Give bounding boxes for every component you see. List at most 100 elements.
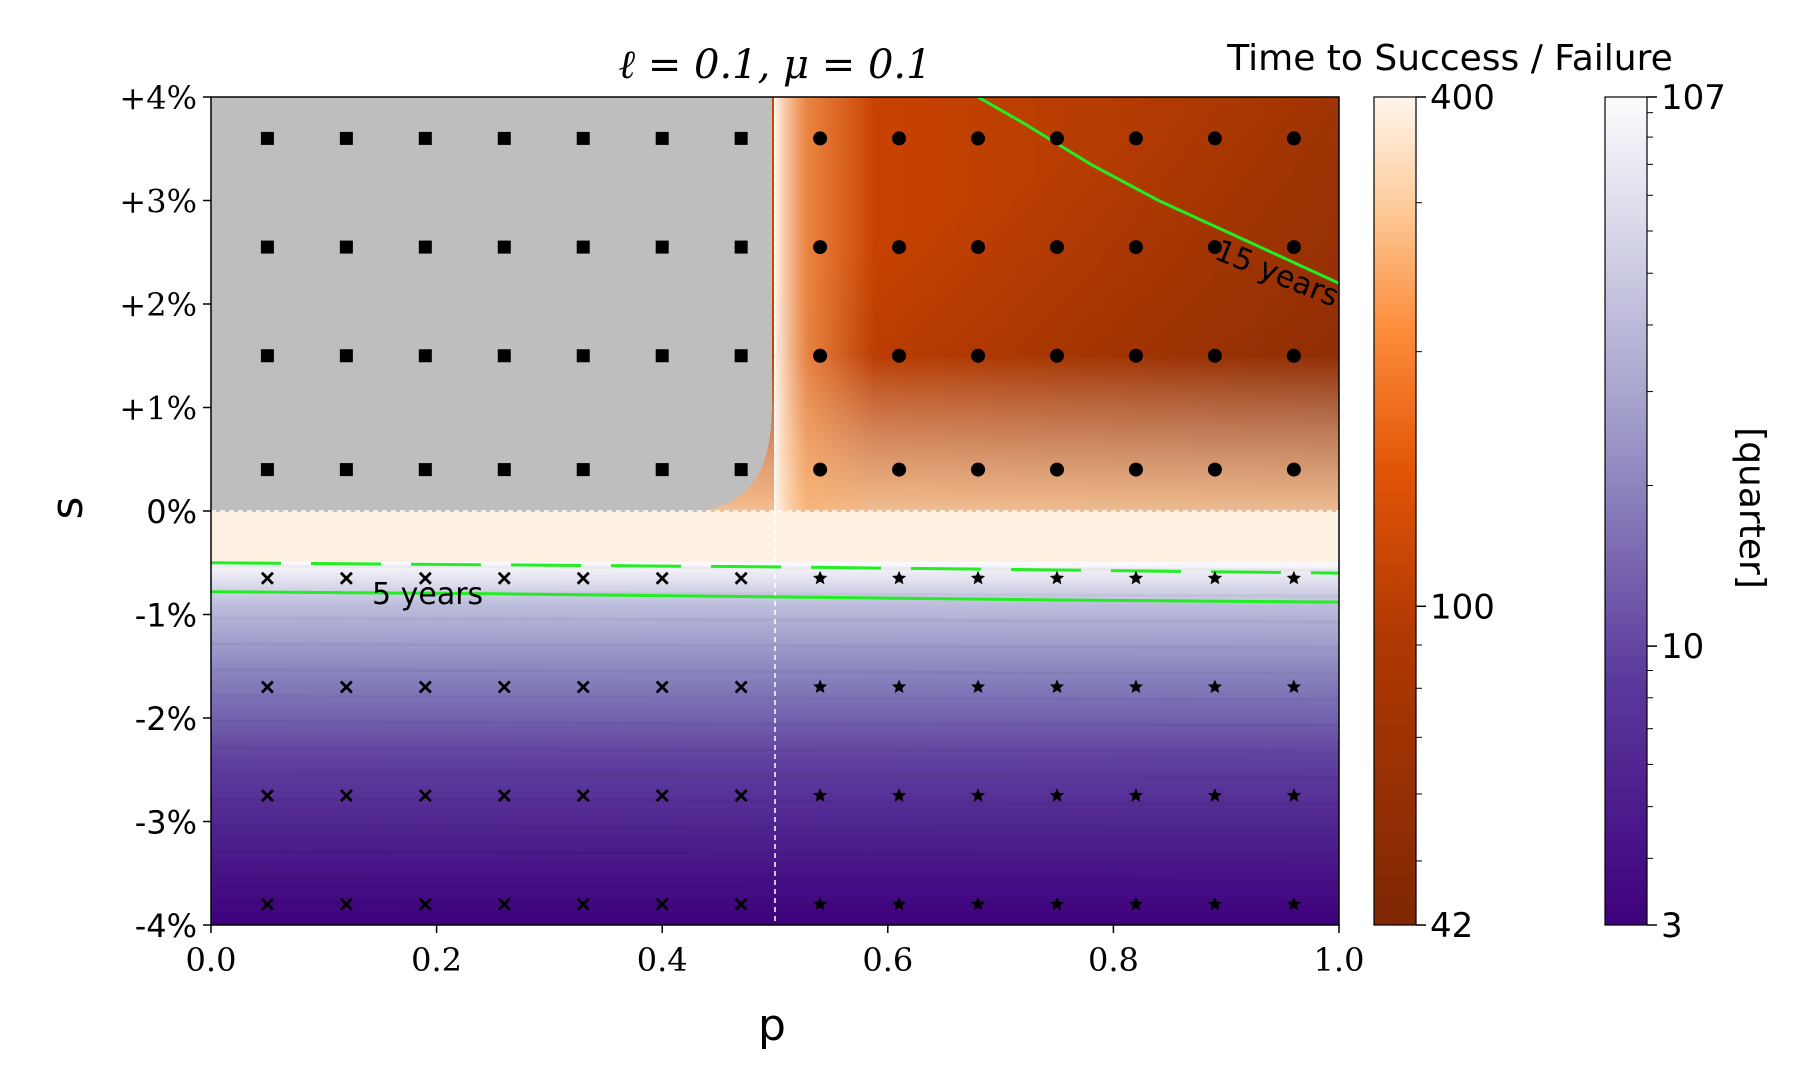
marker-star (1286, 570, 1302, 585)
contour-line-0 (977, 97, 1339, 285)
marker-star (970, 570, 986, 585)
marker-x (734, 680, 748, 694)
marker-square (339, 131, 353, 145)
y-axis-ticks: +4% +3% +2% +1% 0% -1% -2% -3% -4% (119, 79, 211, 945)
marker-star (1286, 896, 1302, 911)
y-tick-label: +1% (119, 390, 197, 428)
y-tick-label: +3% (119, 183, 197, 221)
marker-x (339, 571, 353, 585)
marker-circle (892, 348, 907, 363)
marker-star (891, 788, 907, 802)
colorbar-tick-label: 100 (1430, 587, 1495, 627)
marker-square (339, 463, 353, 477)
colorbar-orange-ticks: 400 100 42 (1416, 78, 1495, 946)
marker-circle (813, 348, 828, 363)
marker-x (576, 571, 590, 585)
colorbar-purple: 107 10 3 [quarter] (1604, 78, 1772, 946)
marker-circle (813, 240, 828, 255)
marker-x (339, 897, 353, 911)
marker-square (418, 463, 432, 477)
colorbar-tick-label: 10 (1661, 627, 1704, 667)
marker-circle (971, 240, 986, 255)
x-axis-ticks: 0.0 0.2 0.4 0.6 0.8 1.0 (186, 925, 1364, 979)
colorbar-orange-title: Time to Success / Failure (1226, 38, 1673, 79)
y-tick-label: -4% (135, 907, 197, 945)
colorbar-orange-gradient (1373, 96, 1417, 926)
colorbar-tick-label: 400 (1430, 78, 1495, 118)
chart-title: ℓ = 0.1, μ = 0.1 (618, 42, 931, 88)
marker-star (812, 570, 828, 585)
marker-square (576, 349, 590, 363)
purple-band-line (211, 875, 1339, 883)
marker-star (1128, 679, 1144, 694)
purple-band-line (211, 720, 1339, 728)
marker-square (734, 463, 748, 477)
marker-circle (1050, 131, 1064, 146)
marker-circle (1207, 348, 1222, 363)
colorbar-tick-label: 42 (1430, 906, 1473, 946)
y-tick-label: -3% (135, 804, 197, 842)
marker-x (260, 897, 274, 911)
marker-star (1128, 788, 1144, 802)
marker-star (891, 896, 907, 911)
y-tick-label: -1% (135, 597, 197, 635)
marker-x (734, 897, 748, 911)
marker-x (418, 680, 432, 694)
marker-x (260, 571, 274, 585)
marker-x (655, 571, 669, 585)
x-tick-label: 0.0 (186, 941, 237, 979)
marker-circle (892, 240, 907, 255)
gray-region (211, 97, 772, 512)
marker-x (576, 680, 590, 694)
purple-band-line (211, 642, 1339, 650)
marker-square (655, 349, 669, 363)
marker-star (1049, 570, 1065, 585)
marker-square (734, 131, 748, 145)
contour-label-5-years: 5 years (372, 577, 483, 612)
marker-x (655, 680, 669, 694)
marker-x (418, 897, 432, 911)
marker-circle (1286, 240, 1301, 255)
marker-star (1286, 788, 1302, 802)
marker-x (734, 571, 748, 585)
purple-band-line (211, 901, 1339, 909)
marker-square (734, 349, 748, 363)
marker-square (418, 131, 432, 145)
marker-circle (971, 462, 986, 477)
contours (211, 97, 1339, 604)
colorbar-tick-label: 107 (1661, 78, 1726, 118)
marker-x (418, 571, 432, 585)
marker-star (1128, 570, 1144, 585)
marker-square (655, 131, 669, 145)
marker-square (497, 463, 511, 477)
marker-circle (1207, 240, 1222, 255)
marker-star (1207, 679, 1223, 694)
marker-star (970, 788, 986, 802)
marker-circle (1286, 131, 1301, 146)
marker-square (497, 349, 511, 363)
purple-region (211, 562, 1339, 925)
marker-circle (1128, 240, 1143, 255)
marker-star (891, 679, 907, 694)
marker-circle (892, 131, 907, 146)
marker-star (812, 679, 828, 694)
marker-square (339, 349, 353, 363)
heatmap (211, 97, 1339, 925)
marker-x (418, 789, 432, 803)
marker-square (576, 131, 590, 145)
marker-square (418, 349, 432, 363)
y-tick-label: 0% (146, 493, 197, 531)
marker-star (1128, 896, 1144, 911)
marker-square (260, 463, 274, 477)
marker-square (576, 240, 590, 254)
marker-square (655, 463, 669, 477)
marker-x (655, 897, 669, 911)
y-tick-label: -2% (135, 700, 197, 738)
marker-circle (1207, 131, 1222, 146)
marker-circle (971, 131, 986, 146)
marker-star (970, 896, 986, 911)
marker-circle (971, 348, 986, 363)
marker-star (812, 788, 828, 802)
marker-star (970, 679, 986, 694)
marker-square (734, 240, 748, 254)
